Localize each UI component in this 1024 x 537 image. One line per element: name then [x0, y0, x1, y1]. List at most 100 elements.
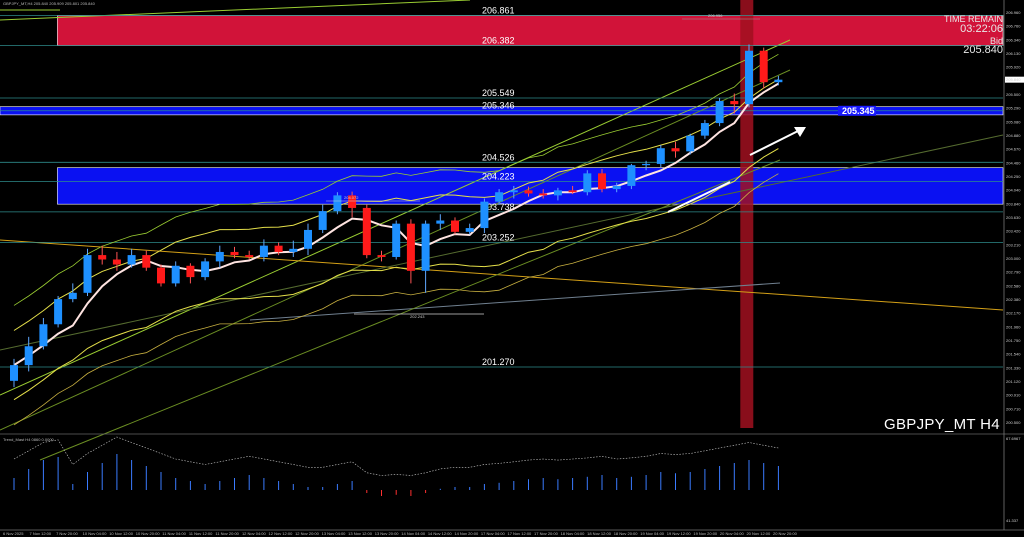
candle-body-37 — [553, 190, 562, 196]
oscillator-bottom-value: 41.337 — [1006, 518, 1019, 523]
zone-demand-1 — [57, 167, 1003, 205]
highlight-price-label: 205.345 — [842, 106, 875, 116]
chart-header-info: GBPJPY_MT,H4 205.840 205.909 205.801 205… — [3, 1, 95, 6]
candle-body-28 — [421, 223, 430, 271]
price-tick-17: 203.210 — [1006, 242, 1021, 247]
small-marker-label-1: 204.072 — [344, 195, 359, 200]
candle-body-23 — [348, 195, 357, 208]
bid-label: Bid — [989, 36, 1003, 46]
small-marker-label-0: 206.956 — [708, 13, 723, 18]
price-tick-1: 206.760 — [1006, 24, 1021, 29]
level-label-8: 201.270 — [482, 357, 515, 367]
price-tick-14: 203.840 — [1006, 201, 1021, 206]
candle-body-27 — [406, 223, 415, 271]
time-tick-23: 18 Nov 20:00 — [614, 531, 639, 536]
trendline-1 — [0, 39, 791, 396]
price-tick-22: 202.170 — [1006, 311, 1021, 316]
annotation-layer: 205.345 206.956 204.072 202.243 — [326, 13, 876, 319]
highlight-price-box — [838, 105, 876, 116]
time-tick-14: 13 Nov 20:00 — [375, 531, 400, 536]
candle-body-52 — [774, 79, 783, 83]
candle-body-47 — [700, 123, 709, 136]
price-tick-12: 204.250 — [1006, 174, 1021, 179]
candle-body-46 — [686, 135, 695, 152]
price-tick-28: 200.910 — [1006, 393, 1021, 398]
current-price-value: 205.840 — [1006, 77, 1021, 82]
level-label-2: 205.549 — [482, 88, 515, 98]
candle-body-7 — [112, 259, 121, 265]
price-tick-20: 202.580 — [1006, 283, 1021, 288]
arrow-shaft-upper — [749, 127, 805, 156]
level-label-7: 203.252 — [482, 232, 515, 242]
candle-body-42 — [627, 165, 636, 186]
time-highlight-column — [740, 0, 754, 428]
candle-body-29 — [436, 220, 445, 224]
time-tick-25: 19 Nov 12:00 — [667, 531, 692, 536]
price-tick-25: 201.540 — [1006, 352, 1021, 357]
trendline-0 — [0, 0, 471, 21]
trendline-3 — [0, 239, 1004, 311]
candle-body-9 — [142, 255, 151, 268]
candle-body-3 — [54, 299, 63, 325]
time-tick-11: 12 Nov 20:00 — [295, 531, 320, 536]
candle-body-18 — [274, 245, 283, 252]
level-label-3: 205.346 — [482, 101, 515, 111]
price-tick-3: 206.130 — [1006, 51, 1021, 56]
oscillator-label: Trend_Mast H4 0860 0.0000 — [3, 437, 54, 442]
price-tick-15: 203.630 — [1006, 215, 1021, 220]
outer-lower-band-line — [13, 173, 779, 426]
price-tick-29: 200.710 — [1006, 406, 1021, 411]
candle-body-2 — [39, 324, 48, 347]
candle-body-19 — [289, 248, 298, 252]
price-tick-10: 204.670 — [1006, 147, 1021, 152]
candle-body-8 — [127, 255, 136, 265]
candle-body-43 — [642, 163, 651, 166]
candle-body-20 — [304, 229, 312, 249]
time-tick-7: 11 Nov 12:00 — [189, 531, 213, 536]
candle-body-40 — [598, 173, 606, 190]
small-marker-label-2: 202.243 — [410, 314, 425, 319]
time-tick-5: 10 Nov 20:00 — [136, 531, 161, 536]
candle-body-11 — [171, 265, 180, 284]
price-tick-24: 201.750 — [1006, 338, 1021, 343]
oscillator-layer: 67.6967 41.337 — [0, 433, 1024, 523]
zone-supply-0 — [57, 15, 1003, 46]
oscillator-top-value: 67.6967 — [1006, 436, 1021, 441]
trendline-5 — [249, 282, 781, 321]
price-tick-18: 203.000 — [1006, 256, 1021, 261]
lower-band-line — [13, 148, 779, 401]
time-tick-12: 13 Nov 04:00 — [322, 531, 347, 536]
candle-body-32 — [480, 201, 489, 229]
candle-layer — [10, 44, 783, 388]
time-tick-13: 13 Nov 12:00 — [348, 531, 373, 536]
candle-body-5 — [83, 255, 92, 293]
time-tick-8: 11 Nov 20:00 — [215, 531, 239, 536]
candle-body-35 — [524, 190, 533, 194]
time-tick-19: 17 Nov 12:00 — [507, 531, 532, 536]
candle-body-17 — [259, 245, 268, 257]
candle-body-4 — [68, 292, 77, 300]
price-tick-6: 205.500 — [1006, 92, 1021, 97]
candle-body-44 — [656, 148, 665, 164]
price-tick-2: 206.340 — [1006, 37, 1021, 42]
price-tick-26: 201.330 — [1006, 365, 1021, 370]
candle-body-13 — [201, 261, 210, 278]
price-tick-23: 201.960 — [1006, 324, 1021, 329]
candle-body-33 — [495, 192, 504, 202]
time-remain-label: TIME REMAIN — [943, 14, 1003, 24]
level-label-6: 203.738 — [482, 202, 515, 212]
price-tick-21: 202.380 — [1006, 297, 1021, 302]
time-tick-0: 6 Nov 2025 — [3, 531, 24, 536]
candle-body-31 — [465, 228, 474, 232]
candle-body-21 — [318, 211, 327, 230]
price-tick-16: 203.420 — [1006, 229, 1021, 234]
time-tick-22: 18 Nov 12:00 — [587, 531, 612, 536]
zone-border-1 — [57, 167, 1004, 205]
level-label-5: 204.223 — [482, 171, 515, 181]
time-tick-2: 7 Nov 20:00 — [56, 531, 78, 536]
time-tick-21: 18 Nov 04:00 — [561, 531, 586, 536]
candle-body-50 — [745, 50, 753, 105]
price-tick-11: 204.460 — [1006, 160, 1021, 165]
candle-body-39 — [583, 173, 592, 193]
